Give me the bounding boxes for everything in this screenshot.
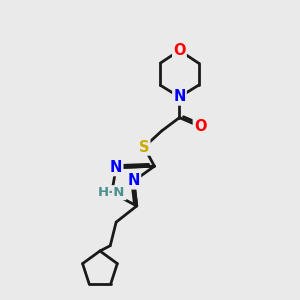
Text: O: O — [194, 119, 206, 134]
Text: S: S — [139, 140, 149, 154]
Text: H·N: H·N — [98, 186, 125, 199]
Text: N: N — [128, 173, 140, 188]
Text: N: N — [173, 89, 186, 104]
Text: O: O — [173, 43, 186, 58]
Text: N: N — [110, 160, 122, 175]
